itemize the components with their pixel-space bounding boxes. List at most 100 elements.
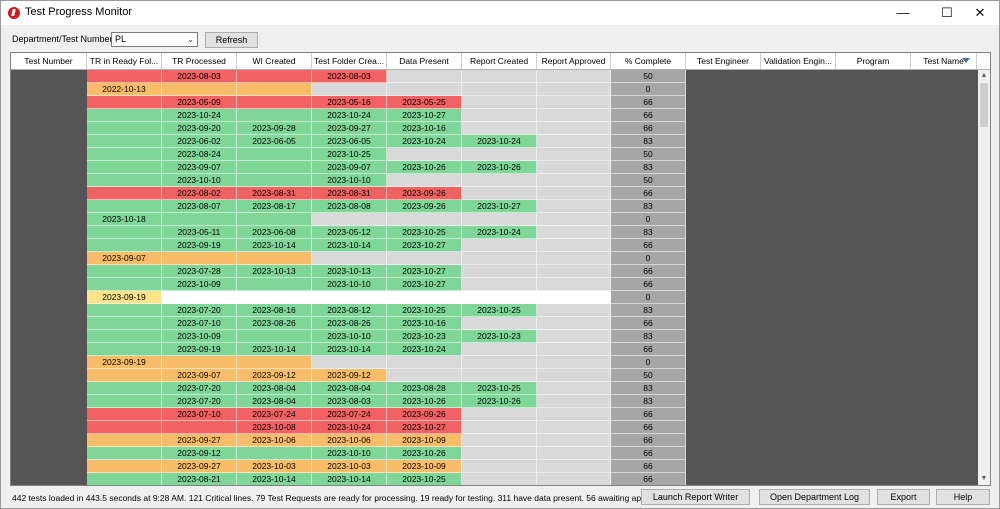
table-cell[interactable]: 2023-10-14 bbox=[312, 473, 387, 485]
table-cell[interactable]: 2023-10-16 bbox=[387, 317, 462, 330]
table-row[interactable]: 2023-07-20 2023-08-04 2023-08-03 2023-10-26… bbox=[11, 395, 977, 408]
test-number-cell[interactable] bbox=[11, 343, 87, 356]
table-cell[interactable] bbox=[537, 213, 611, 226]
refresh-button[interactable]: Refresh bbox=[205, 32, 258, 48]
percent-complete-cell[interactable]: 0 bbox=[611, 252, 686, 265]
vertical-scrollbar[interactable]: ▲ ▼ bbox=[978, 70, 990, 485]
table-cell[interactable] bbox=[87, 278, 162, 291]
table-cell[interactable] bbox=[462, 291, 537, 304]
test-number-cell[interactable] bbox=[11, 434, 87, 447]
table-cell[interactable]: 2023-10-27 bbox=[387, 421, 462, 434]
details-cell[interactable] bbox=[686, 356, 977, 369]
details-cell[interactable] bbox=[686, 109, 977, 122]
table-cell[interactable] bbox=[387, 291, 462, 304]
table-cell[interactable]: 2023-10-24 bbox=[462, 135, 537, 148]
details-cell[interactable] bbox=[686, 343, 977, 356]
table-cell[interactable]: 2023-10-10 bbox=[162, 174, 237, 187]
percent-complete-cell[interactable]: 83 bbox=[611, 395, 686, 408]
table-cell[interactable]: 2022-10-13 bbox=[87, 83, 162, 96]
table-cell[interactable] bbox=[387, 369, 462, 382]
table-cell[interactable]: 2023-07-20 bbox=[162, 395, 237, 408]
details-cell[interactable] bbox=[686, 382, 977, 395]
table-cell[interactable] bbox=[87, 369, 162, 382]
table-cell[interactable] bbox=[537, 291, 611, 304]
table-cell[interactable]: 2023-10-24 bbox=[462, 226, 537, 239]
table-cell[interactable]: 2023-10-25 bbox=[387, 473, 462, 485]
launch-report-writer-button[interactable]: Launch Report Writer bbox=[641, 489, 750, 505]
table-cell[interactable] bbox=[537, 187, 611, 200]
table-cell[interactable] bbox=[87, 343, 162, 356]
table-cell[interactable]: 2023-10-13 bbox=[312, 265, 387, 278]
table-cell[interactable]: 2023-09-12 bbox=[237, 369, 312, 382]
table-cell[interactable]: 2023-09-07 bbox=[162, 161, 237, 174]
close-icon[interactable]: ✕ bbox=[974, 5, 986, 20]
table-cell[interactable] bbox=[462, 213, 537, 226]
details-cell[interactable] bbox=[686, 148, 977, 161]
table-cell[interactable] bbox=[462, 109, 537, 122]
table-cell[interactable]: 2023-05-25 bbox=[387, 96, 462, 109]
table-row[interactable]: 2023-09-12 2023-10-10 2023-10-26 66 bbox=[11, 447, 977, 460]
test-number-cell[interactable] bbox=[11, 317, 87, 330]
table-cell[interactable] bbox=[462, 187, 537, 200]
table-cell[interactable]: 2023-10-25 bbox=[387, 304, 462, 317]
details-cell[interactable] bbox=[686, 460, 977, 473]
table-row[interactable]: 2023-08-02 2023-08-31 2023-08-31 2023-09-26… bbox=[11, 187, 977, 200]
test-number-cell[interactable] bbox=[11, 226, 87, 239]
percent-complete-cell[interactable]: 0 bbox=[611, 83, 686, 96]
details-cell[interactable] bbox=[686, 317, 977, 330]
test-number-cell[interactable] bbox=[11, 395, 87, 408]
table-cell[interactable]: 2023-06-05 bbox=[312, 135, 387, 148]
sort-dropdown-icon[interactable] bbox=[962, 58, 970, 63]
table-cell[interactable]: 2023-08-04 bbox=[237, 395, 312, 408]
table-cell[interactable] bbox=[462, 122, 537, 135]
table-cell[interactable]: 2023-10-24 bbox=[387, 135, 462, 148]
table-cell[interactable]: 2023-10-14 bbox=[312, 239, 387, 252]
table-cell[interactable]: 2023-09-07 bbox=[312, 161, 387, 174]
table-cell[interactable] bbox=[537, 434, 611, 447]
column-header[interactable]: TR Processed bbox=[162, 53, 237, 69]
table-cell[interactable]: 2023-10-26 bbox=[387, 447, 462, 460]
table-cell[interactable] bbox=[462, 356, 537, 369]
table-cell[interactable]: 2023-10-27 bbox=[387, 109, 462, 122]
test-number-cell[interactable] bbox=[11, 291, 87, 304]
table-cell[interactable] bbox=[387, 148, 462, 161]
table-cell[interactable]: 2023-09-19 bbox=[162, 239, 237, 252]
column-header[interactable]: Program bbox=[836, 53, 911, 69]
table-cell[interactable] bbox=[537, 265, 611, 278]
table-row[interactable]: 2023-10-09 2023-10-10 2023-10-23 2023-10-23… bbox=[11, 330, 977, 343]
table-cell[interactable]: 2023-10-24 bbox=[387, 343, 462, 356]
table-cell[interactable] bbox=[387, 70, 462, 83]
table-cell[interactable] bbox=[87, 408, 162, 421]
scroll-up-icon[interactable]: ▲ bbox=[980, 72, 988, 79]
table-cell[interactable] bbox=[462, 239, 537, 252]
table-cell[interactable]: 2023-09-26 bbox=[387, 200, 462, 213]
test-number-cell[interactable] bbox=[11, 174, 87, 187]
minimize-icon[interactable]: — bbox=[896, 5, 910, 20]
table-cell[interactable] bbox=[537, 161, 611, 174]
column-header[interactable]: Test Number bbox=[11, 53, 87, 69]
details-cell[interactable] bbox=[686, 135, 977, 148]
table-cell[interactable]: 2023-10-27 bbox=[462, 200, 537, 213]
table-cell[interactable]: 2023-05-09 bbox=[162, 96, 237, 109]
details-cell[interactable] bbox=[686, 83, 977, 96]
table-cell[interactable]: 2023-10-08 bbox=[237, 421, 312, 434]
table-row[interactable]: 2022-10-13 0 bbox=[11, 83, 977, 96]
table-cell[interactable] bbox=[462, 408, 537, 421]
details-cell[interactable] bbox=[686, 252, 977, 265]
table-cell[interactable] bbox=[537, 174, 611, 187]
percent-complete-cell[interactable]: 83 bbox=[611, 382, 686, 395]
table-cell[interactable] bbox=[537, 304, 611, 317]
table-cell[interactable]: 2023-08-03 bbox=[312, 70, 387, 83]
table-cell[interactable]: 2023-10-10 bbox=[312, 330, 387, 343]
table-cell[interactable]: 2023-10-14 bbox=[237, 343, 312, 356]
table-cell[interactable] bbox=[387, 356, 462, 369]
table-cell[interactable] bbox=[162, 213, 237, 226]
table-cell[interactable]: 2023-08-03 bbox=[312, 395, 387, 408]
details-cell[interactable] bbox=[686, 278, 977, 291]
table-cell[interactable] bbox=[87, 304, 162, 317]
percent-complete-cell[interactable]: 66 bbox=[611, 96, 686, 109]
test-number-cell[interactable] bbox=[11, 421, 87, 434]
table-cell[interactable] bbox=[237, 83, 312, 96]
table-row[interactable]: 2023-10-10 2023-10-10 50 bbox=[11, 174, 977, 187]
help-button[interactable]: Help bbox=[936, 489, 990, 505]
